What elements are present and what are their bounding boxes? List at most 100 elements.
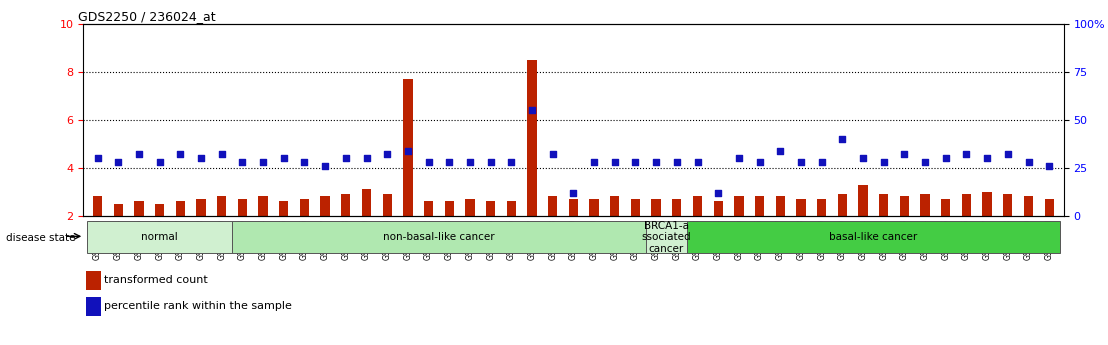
Text: non-basal-like cancer: non-basal-like cancer <box>383 232 495 242</box>
Bar <box>879 194 889 216</box>
Text: normal: normal <box>141 232 178 242</box>
Point <box>895 151 913 157</box>
Point <box>730 155 748 161</box>
Bar <box>279 201 288 216</box>
Bar <box>86 271 101 290</box>
Bar <box>692 196 702 216</box>
Bar <box>941 199 951 216</box>
Point <box>999 151 1017 157</box>
Point <box>875 159 893 165</box>
Bar <box>238 199 247 216</box>
Point <box>296 159 314 165</box>
Point <box>833 136 851 142</box>
Bar <box>196 199 206 216</box>
Bar <box>714 201 722 216</box>
Point <box>420 159 438 165</box>
Point <box>172 151 189 157</box>
Bar <box>646 221 687 253</box>
Bar <box>486 201 495 216</box>
Point <box>937 155 955 161</box>
Point <box>523 108 541 113</box>
Bar <box>88 221 232 253</box>
Bar <box>362 189 371 216</box>
Bar <box>93 196 102 216</box>
Text: BRCA1-a
ssociated
cancer: BRCA1-a ssociated cancer <box>642 220 691 254</box>
Bar <box>506 201 516 216</box>
Point <box>502 159 520 165</box>
Bar <box>258 196 268 216</box>
Bar <box>86 297 101 316</box>
Bar <box>548 196 557 216</box>
Point <box>482 159 500 165</box>
Bar <box>859 185 868 216</box>
Bar <box>217 196 226 216</box>
Point <box>440 159 458 165</box>
Point <box>275 155 293 161</box>
Point <box>689 159 707 165</box>
Text: disease state: disease state <box>6 233 75 243</box>
Bar <box>687 221 1059 253</box>
Bar <box>320 196 330 216</box>
Bar <box>341 194 350 216</box>
Point <box>192 155 209 161</box>
Text: basal-like cancer: basal-like cancer <box>829 232 917 242</box>
Point <box>110 159 127 165</box>
Bar <box>921 194 930 216</box>
Point <box>606 159 624 165</box>
Point <box>854 155 872 161</box>
Bar <box>611 196 619 216</box>
Bar <box>652 199 660 216</box>
Point <box>151 159 168 165</box>
Bar <box>673 199 681 216</box>
Point <box>358 155 376 161</box>
Bar <box>1024 196 1033 216</box>
Point <box>627 159 645 165</box>
Bar <box>900 196 909 216</box>
Point <box>957 151 975 157</box>
Bar <box>983 192 992 216</box>
Bar <box>589 199 598 216</box>
Point <box>792 159 810 165</box>
Bar <box>465 199 474 216</box>
Text: percentile rank within the sample: percentile rank within the sample <box>104 302 293 311</box>
Point <box>916 159 934 165</box>
Point <box>1019 159 1037 165</box>
Bar <box>735 196 743 216</box>
Bar <box>776 196 784 216</box>
Point <box>1040 163 1058 169</box>
Point <box>585 159 603 165</box>
Point <box>544 151 562 157</box>
Point <box>316 163 334 169</box>
Point <box>213 151 230 157</box>
Bar <box>403 79 412 216</box>
Point <box>89 155 106 161</box>
Bar <box>382 194 392 216</box>
Bar <box>134 201 144 216</box>
Bar <box>424 201 433 216</box>
Point <box>668 159 686 165</box>
Point <box>378 151 396 157</box>
Bar <box>797 199 806 216</box>
Bar <box>838 194 847 216</box>
Point <box>647 159 665 165</box>
Point <box>130 151 147 157</box>
Bar <box>568 199 578 216</box>
Point <box>234 159 252 165</box>
Bar <box>176 201 185 216</box>
Point <box>771 148 789 153</box>
Bar <box>232 221 646 253</box>
Bar <box>1003 194 1013 216</box>
Bar <box>300 199 309 216</box>
Bar <box>962 194 971 216</box>
Point <box>978 155 996 161</box>
Bar <box>1045 199 1054 216</box>
Text: GDS2250 / 236024_at: GDS2250 / 236024_at <box>79 10 216 23</box>
Point <box>399 148 417 153</box>
Point <box>254 159 271 165</box>
Bar <box>444 201 454 216</box>
Point <box>461 159 479 165</box>
Point <box>709 190 727 195</box>
Point <box>813 159 831 165</box>
Bar <box>155 204 164 216</box>
Point <box>564 190 583 195</box>
